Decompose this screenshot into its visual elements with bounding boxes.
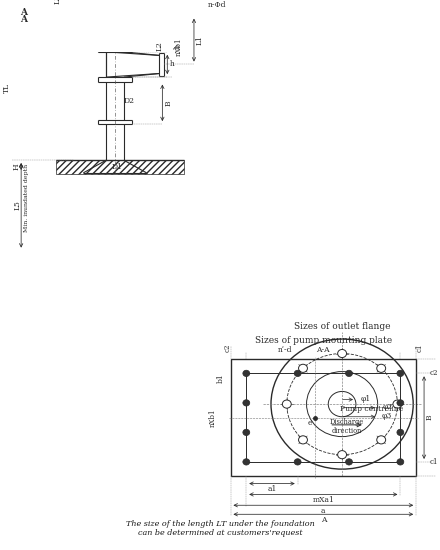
Circle shape	[243, 429, 250, 436]
Text: nXb1: nXb1	[175, 37, 183, 56]
Circle shape	[397, 370, 404, 377]
Text: nXb1: nXb1	[209, 409, 217, 427]
Circle shape	[243, 370, 250, 377]
Bar	[231, 359, 416, 476]
Bar	[246, 373, 400, 462]
Text: D2: D2	[123, 97, 134, 104]
Text: Sizes of outlet flange: Sizes of outlet flange	[294, 322, 390, 331]
Circle shape	[397, 429, 404, 436]
Text: B: B	[164, 100, 172, 106]
Text: A: A	[321, 516, 326, 524]
Text: n-Φd: n-Φd	[207, 1, 226, 9]
Circle shape	[337, 349, 347, 358]
Circle shape	[282, 400, 291, 408]
Text: c2: c2	[430, 370, 438, 377]
Text: a: a	[321, 507, 326, 515]
Text: c2: c2	[224, 344, 231, 353]
Text: b1: b1	[216, 373, 225, 383]
Text: a1: a1	[267, 485, 277, 493]
Text: nʹ-d: nʹ-d	[278, 346, 292, 354]
Polygon shape	[83, 160, 147, 173]
Circle shape	[377, 436, 385, 444]
Text: φ3: φ3	[382, 412, 392, 420]
Circle shape	[377, 364, 385, 372]
Circle shape	[345, 370, 352, 377]
Text: The size of the length LT under the foundation
can be determined at customers're: The size of the length LT under the foun…	[126, 520, 315, 537]
Circle shape	[299, 436, 308, 444]
Text: Sizes of pump mounting plate: Sizes of pump mounting plate	[255, 337, 392, 345]
Text: B: B	[426, 415, 434, 420]
Text: φ1: φ1	[361, 395, 371, 403]
Text: e: e	[307, 419, 312, 427]
Bar	[124, 7, 155, 16]
Text: c1: c1	[430, 458, 438, 466]
Text: A-A: A-A	[316, 346, 330, 354]
Text: L5: L5	[13, 200, 21, 210]
Text: A: A	[20, 15, 26, 24]
Circle shape	[294, 459, 301, 465]
Text: Min. inundated depth: Min. inundated depth	[24, 164, 29, 232]
Circle shape	[397, 400, 404, 406]
Circle shape	[397, 459, 404, 465]
Text: L1: L1	[196, 35, 204, 45]
Text: L2: L2	[155, 41, 163, 51]
Text: b: b	[174, 44, 182, 49]
Circle shape	[345, 459, 352, 465]
Circle shape	[294, 370, 301, 377]
Circle shape	[243, 459, 250, 465]
Text: L3: L3	[54, 0, 62, 3]
Text: H: H	[12, 163, 20, 170]
Text: h: h	[170, 60, 175, 68]
Circle shape	[299, 364, 308, 372]
Bar	[56, 160, 184, 174]
Text: D1: D1	[111, 163, 122, 170]
Text: Discharge
direction: Discharge direction	[330, 418, 364, 435]
Text: Pump centreline: Pump centreline	[340, 405, 403, 412]
Circle shape	[393, 400, 402, 408]
Circle shape	[243, 400, 250, 406]
Circle shape	[337, 450, 347, 459]
Bar	[74, 7, 106, 16]
Text: TL: TL	[4, 83, 11, 93]
Text: c1: c1	[415, 344, 423, 353]
Text: A: A	[20, 8, 26, 16]
Text: φ2: φ2	[382, 403, 392, 411]
Text: mXa1: mXa1	[312, 496, 334, 504]
